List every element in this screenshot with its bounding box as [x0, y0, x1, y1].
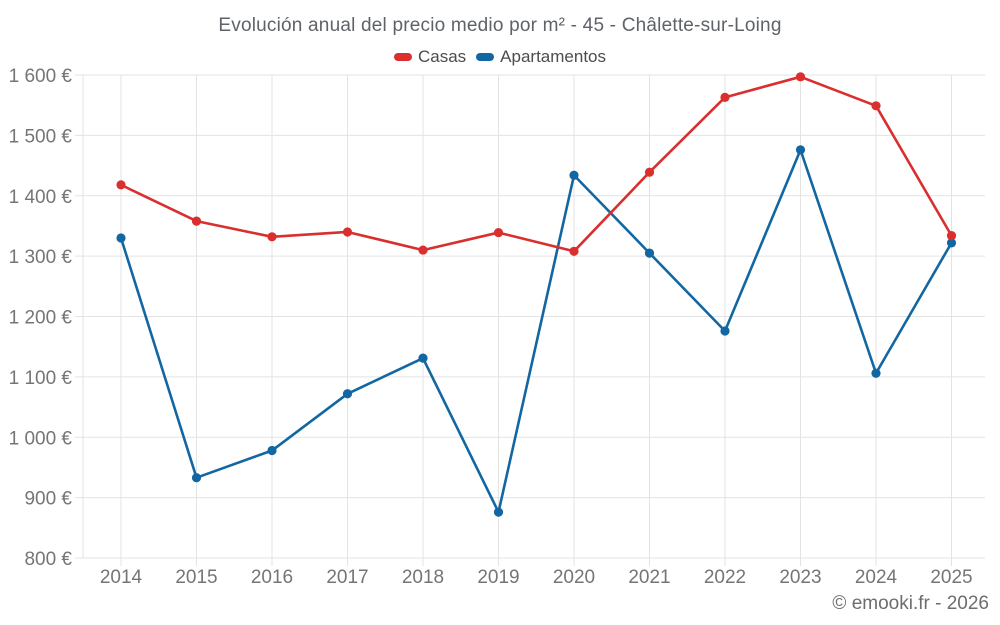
y-tick-label: 800 € [24, 549, 72, 570]
x-tick-label: 2019 [477, 567, 519, 588]
y-tick-label: 1 300 € [9, 247, 73, 268]
data-point-casas-2025[interactable] [946, 230, 957, 241]
y-tick-label: 1 200 € [9, 308, 73, 329]
data-point-casas-2016[interactable] [267, 232, 277, 242]
data-point-apartamentos-2015[interactable] [191, 473, 202, 483]
x-tick-label: 2018 [402, 567, 444, 588]
data-point-apartamentos-2025[interactable] [946, 238, 957, 248]
data-point-apartamentos-2014[interactable] [116, 233, 126, 243]
series-line-casas [119, 75, 953, 253]
data-point-apartamentos-2023[interactable] [795, 145, 806, 155]
data-point-casas-2019[interactable] [493, 227, 504, 238]
x-tick-label: 2014 [100, 567, 143, 588]
data-point-apartamentos-2022[interactable] [720, 326, 730, 336]
data-point-casas-2024[interactable] [871, 101, 881, 111]
y-tick-label: 900 € [24, 489, 72, 510]
apartamentos-color-swatch [476, 53, 495, 61]
y-tick-label: 1 500 € [9, 126, 73, 147]
data-point-casas-2020[interactable] [569, 246, 579, 256]
data-point-casas-2023[interactable] [795, 72, 806, 82]
data-point-apartamentos-2020[interactable] [569, 170, 579, 180]
data-point-apartamentos-2021[interactable] [644, 248, 655, 258]
legend-item-casas[interactable]: Casas [393, 47, 467, 67]
data-point-apartamentos-2019[interactable] [493, 507, 504, 517]
series-line-apartamentos [119, 148, 953, 514]
x-tick-label: 2023 [779, 567, 821, 588]
x-tick-label: 2017 [326, 567, 368, 588]
y-tick-label: 1 600 € [9, 66, 73, 87]
data-point-casas-2021[interactable] [644, 167, 655, 177]
x-tick-label: 2024 [855, 567, 898, 588]
data-point-casas-2015[interactable] [191, 216, 202, 226]
watermark-attribution: © emooki.fr - 2026 [832, 593, 989, 614]
data-point-casas-2017[interactable] [342, 227, 353, 237]
data-point-apartamentos-2017[interactable] [342, 389, 353, 399]
casas-legend-label: Casas [417, 47, 467, 66]
x-tick-label: 2016 [251, 567, 293, 588]
y-tick-label: 1 000 € [9, 428, 73, 449]
data-point-casas-2018[interactable] [418, 245, 428, 255]
apartamentos-legend-label: Apartamentos [500, 47, 607, 66]
data-point-apartamentos-2016[interactable] [267, 445, 277, 456]
x-tick-label: 2020 [553, 567, 595, 588]
x-tick-label: 2021 [628, 567, 670, 588]
legend-item-apartamentos[interactable]: Apartamentos [476, 47, 606, 67]
data-point-apartamentos-2018[interactable] [418, 353, 428, 363]
data-point-casas-2014[interactable] [116, 180, 126, 190]
y-tick-label: 1 100 € [9, 368, 73, 389]
y-tick-label: 1 400 € [9, 187, 73, 208]
x-tick-label: 2025 [930, 567, 972, 588]
chart-title: Evolución anual del precio medio por m² … [218, 15, 782, 36]
chart-legend: Casas Apartamentos [0, 46, 1000, 68]
data-point-casas-2022[interactable] [720, 92, 730, 102]
x-tick-label: 2015 [175, 567, 217, 588]
data-point-apartamentos-2024[interactable] [871, 368, 881, 378]
x-tick-label: 2022 [704, 567, 746, 588]
casas-color-swatch [393, 53, 412, 61]
